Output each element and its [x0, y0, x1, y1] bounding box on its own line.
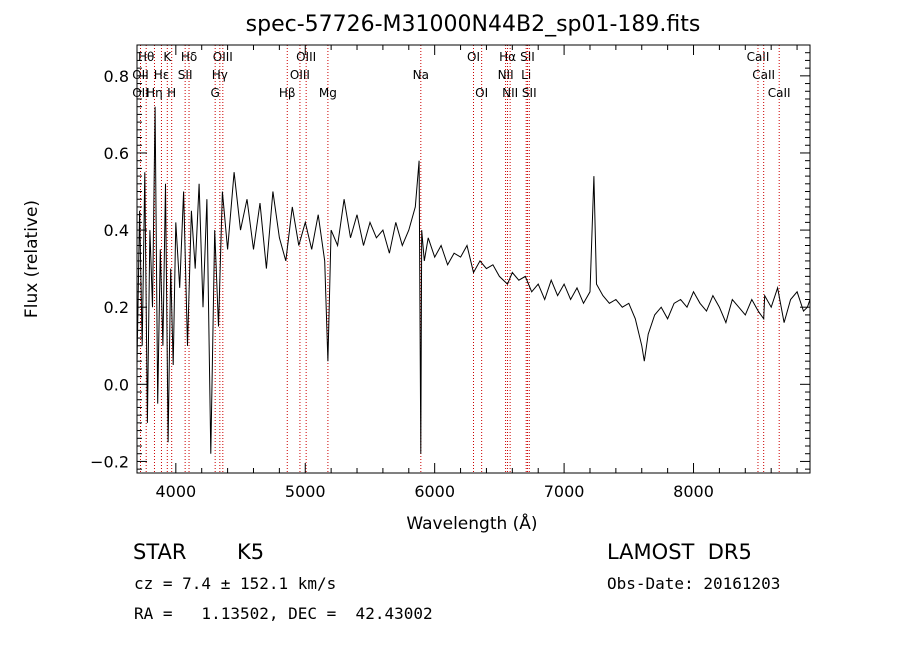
x-tick-label: 5000: [285, 482, 326, 501]
spectrum-line: [136, 106, 811, 454]
spectral-line-label: CaII: [752, 68, 775, 82]
y-tick-label: 0.6: [104, 144, 129, 163]
survey-name: LAMOST DR5: [607, 540, 752, 564]
spectral-line-label: H: [167, 86, 176, 100]
spectral-line-label: CaII: [768, 86, 791, 100]
observation-date: Obs-Date: 20161203: [607, 574, 781, 593]
x-tick-label: 6000: [414, 482, 455, 501]
spectral-line-label: OI: [475, 86, 488, 100]
spectral-line-label: NII: [498, 68, 514, 82]
y-tick-label: 0.2: [104, 298, 129, 317]
spectral-line-label: Na: [413, 68, 429, 82]
spectral-line-label: CaII: [747, 50, 770, 64]
object-class: STAR: [133, 540, 187, 564]
spectral-line-label: Hγ: [212, 68, 228, 82]
spectral-line-label: OI: [467, 50, 480, 64]
spectral-line-label: OIII: [290, 68, 310, 82]
spectral-line-label: Hθ: [138, 50, 154, 64]
y-tick-label: 0.8: [104, 67, 129, 86]
spectral-line-label: Li: [521, 68, 531, 82]
plot-frame: [136, 44, 811, 474]
spectral-line-label: G: [211, 86, 220, 100]
x-axis: 4000 5000 6000 7000 8000: [155, 45, 798, 501]
y-tick-label: −0.2: [90, 452, 129, 471]
x-tick-label: 4000: [155, 482, 196, 501]
spectral-line-label: K: [163, 50, 172, 64]
spectral-line-label: Hδ: [181, 50, 197, 64]
coordinates: RA = 1.13502, DEC = 42.43002: [134, 604, 433, 623]
object-subclass: K5: [237, 540, 265, 564]
x-axis-label: Wavelength (Å): [406, 512, 537, 534]
spectral-line-label: Mg: [319, 86, 337, 100]
redshift-velocity: cz = 7.4 ± 152.1 km/s: [134, 574, 337, 593]
spectral-line-label: OIII: [213, 50, 233, 64]
spectral-line-label: SII: [522, 86, 537, 100]
spectral-line-label: Hη: [146, 86, 163, 100]
spectral-line-label: Hα: [499, 50, 516, 64]
spectral-line-label: OII: [132, 86, 149, 100]
spectral-line-label: SII: [520, 50, 535, 64]
x-tick-label: 8000: [673, 482, 714, 501]
spectral-line-label: OIII: [296, 50, 316, 64]
y-axis: −0.2 0.0 0.2 0.4 0.6 0.8: [90, 52, 810, 471]
spectral-line-label: Hβ: [279, 86, 296, 100]
chart-title: spec-57726-M31000N44B2_sp01-189.fits: [246, 12, 701, 37]
y-tick-label: 0.4: [104, 221, 129, 240]
spectral-line-label: NII: [502, 86, 518, 100]
spectral-line-label: SII: [178, 68, 193, 82]
x-tick-label: 7000: [544, 482, 585, 501]
y-axis-label: Flux (relative): [22, 200, 42, 318]
spectral-line-markers: Hθ K Hδ OIII OIII OI Hα SII CaII OII Hε SII Hγ OIII NI…: [132, 45, 791, 473]
spectral-line-label: Hε: [154, 68, 170, 82]
y-tick-label: 0.0: [104, 375, 129, 394]
